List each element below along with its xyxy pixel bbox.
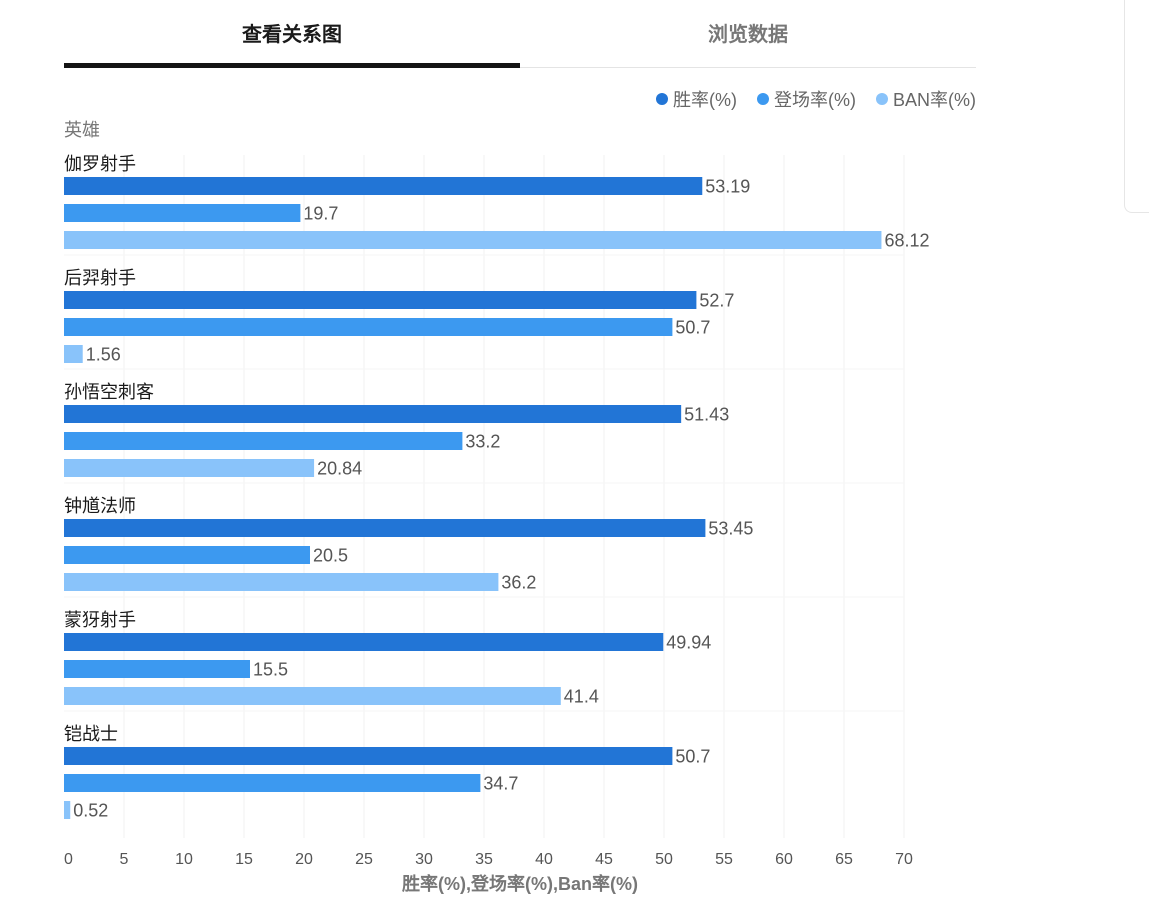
data-label: 68.12 [884, 231, 929, 251]
side-panel-edge [1124, 0, 1149, 213]
x-tick-label: 15 [235, 851, 253, 868]
x-tick-label: 0 [64, 851, 73, 868]
x-tick-label: 65 [835, 851, 853, 868]
bar [64, 687, 561, 705]
bar [64, 291, 697, 309]
data-label: 49.94 [666, 633, 711, 653]
legend-dot-win-rate [655, 93, 668, 105]
tab-relation-chart[interactable]: 查看关系图 [64, 0, 520, 68]
x-tick-label: 55 [715, 851, 733, 868]
bar [64, 459, 315, 477]
category-label: 铠战士 [64, 724, 118, 744]
legend-dot-ban-rate [875, 93, 888, 105]
bar [64, 546, 310, 564]
x-tick-label: 5 [120, 851, 129, 868]
data-label: 50.7 [675, 747, 710, 767]
bar [64, 633, 664, 651]
bar [64, 345, 83, 363]
y-axis-title: 英雄 [64, 120, 100, 140]
legend-item-win-rate[interactable]: 胜率(%) [655, 86, 737, 112]
bar [64, 318, 673, 336]
category-label: 钟馗法师 [64, 496, 136, 516]
data-label: 1.56 [86, 345, 121, 365]
bar [64, 573, 499, 591]
x-tick-label: 45 [595, 851, 613, 868]
data-label: 53.45 [708, 519, 753, 539]
data-label: 15.5 [253, 660, 288, 680]
tab-browse-data[interactable]: 浏览数据 [708, 24, 788, 46]
category-label: 伽罗射手 [64, 154, 136, 174]
legend-dot-pick-rate [756, 93, 769, 105]
bar [64, 204, 301, 222]
legend-item-pick-rate[interactable]: 登场率(%) [756, 86, 856, 112]
category-label: 孙悟空刺客 [64, 382, 154, 402]
data-label: 20.5 [313, 546, 348, 566]
bar [64, 774, 481, 792]
tab-bar: 查看关系图 浏览数据 [64, 0, 976, 68]
category-label: 后羿射手 [64, 268, 136, 288]
category-label: 蒙犽射手 [64, 610, 136, 630]
x-tick-label: 10 [175, 851, 193, 868]
x-tick-label: 50 [655, 851, 673, 868]
x-axis-title: 胜率(%),登场率(%),Ban率(%) [402, 873, 638, 894]
x-tick-label: 40 [535, 851, 553, 868]
x-tick-label: 70 [895, 851, 913, 868]
bar [64, 432, 463, 450]
data-label: 50.7 [675, 318, 710, 338]
legend-label-pick-rate: 登场率(%) [773, 90, 856, 110]
data-label: 52.7 [699, 291, 734, 311]
bar [64, 231, 882, 249]
data-label: 36.2 [501, 573, 536, 593]
legend-label-win-rate: 胜率(%) [672, 90, 737, 110]
data-label: 53.19 [705, 177, 750, 197]
bar [64, 405, 682, 423]
data-label: 33.2 [465, 432, 500, 452]
data-label: 41.4 [564, 687, 599, 707]
data-label: 51.43 [684, 405, 729, 425]
bar [64, 660, 250, 678]
chart-legend: 胜率(%) 登场率(%) BAN率(%) [655, 86, 976, 112]
x-tick-label: 35 [475, 851, 493, 868]
x-tick-label: 25 [355, 851, 373, 868]
bar [64, 801, 71, 819]
data-label: 0.52 [73, 801, 108, 821]
legend-label-ban-rate: BAN率(%) [892, 90, 976, 110]
x-tick-label: 30 [415, 851, 433, 868]
data-label: 34.7 [483, 774, 518, 794]
legend-item-ban-rate[interactable]: BAN率(%) [875, 86, 976, 112]
x-tick-label: 60 [775, 851, 793, 868]
bar [64, 177, 703, 195]
x-tick-label: 20 [295, 851, 313, 868]
bar [64, 519, 706, 537]
data-label: 19.7 [303, 204, 338, 224]
bar [64, 747, 673, 765]
data-label: 20.84 [317, 459, 362, 479]
